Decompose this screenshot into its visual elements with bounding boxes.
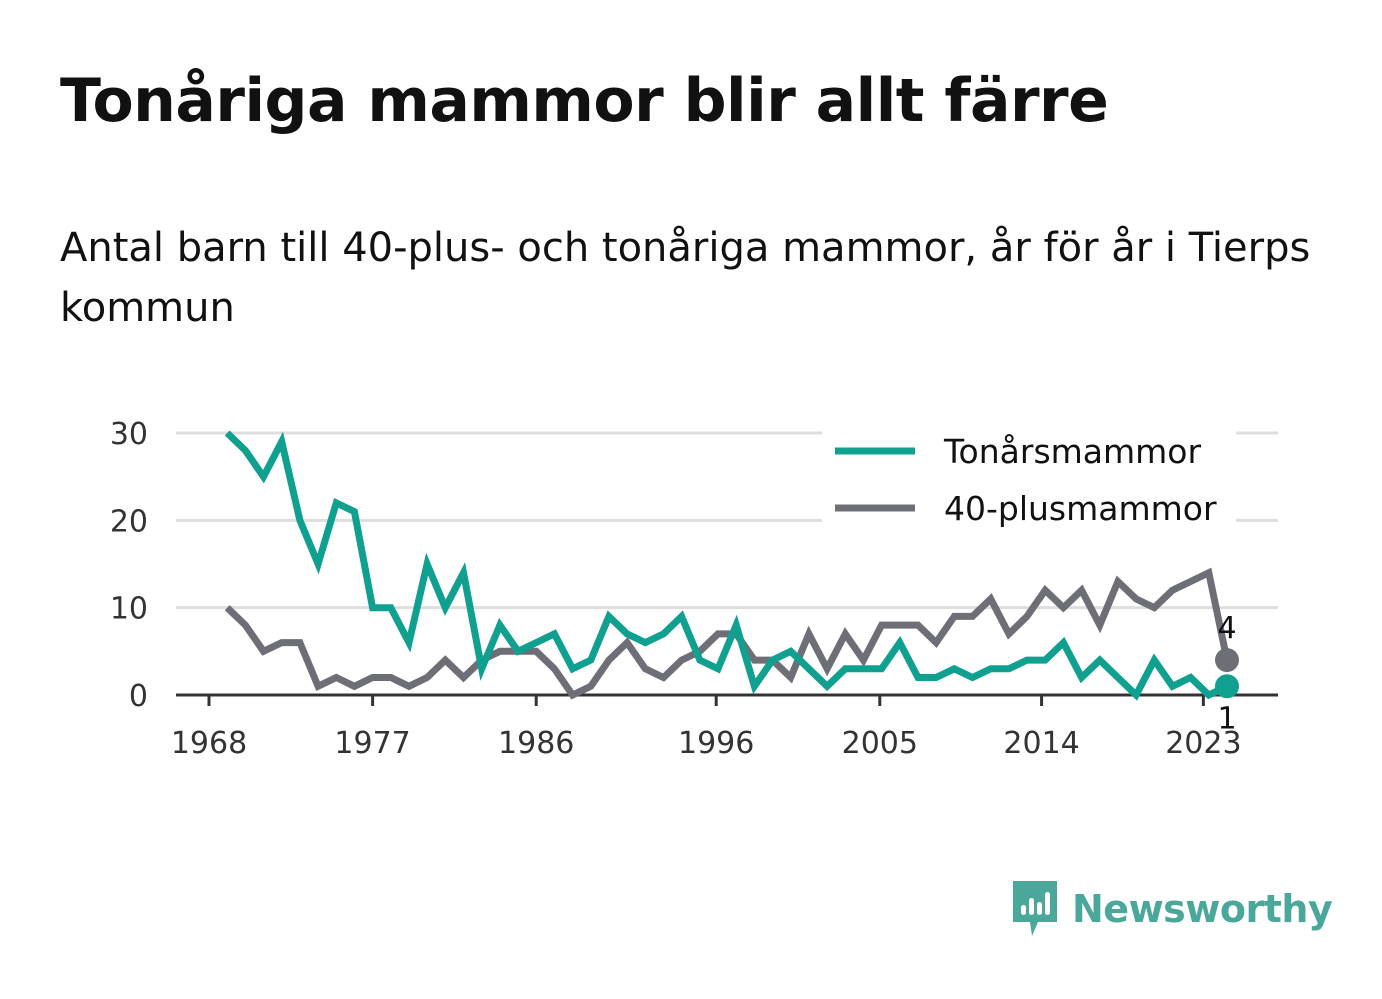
chart-subtitle: Antal barn till 40-plus- och tonåriga ma… [60, 225, 1311, 331]
x-tick-label: 2014 [1003, 726, 1079, 761]
end-value-label: 4 [1217, 611, 1236, 646]
y-tick-label: 30 [110, 417, 148, 452]
series-line-40-plusmammor [224, 567, 1231, 700]
newsworthy-logo-icon [1013, 881, 1057, 936]
newsworthy-logo: Newsworthy [1010, 878, 1333, 940]
y-tick-label: 20 [110, 504, 148, 539]
end-value-label: 1 [1217, 701, 1236, 736]
x-tick-label: 2005 [842, 726, 918, 761]
chart-title: Tonåriga mammor blir allt färre [60, 66, 1109, 136]
x-axis-ticks: 1968 1977 1986 1996 2005 2014 2023 [171, 695, 1242, 761]
brand-name: Newsworthy [1072, 887, 1333, 931]
end-point-marker [1215, 648, 1239, 673]
x-tick-label: 2023 [1165, 726, 1241, 761]
end-points: 41 [1215, 611, 1239, 736]
x-tick-label: 1977 [334, 726, 410, 761]
x-tick-label: 1996 [678, 726, 754, 761]
y-tick-label: 10 [110, 592, 148, 627]
legend: Tonårsmammor 40-plusmammor [822, 428, 1236, 550]
end-point-marker [1215, 674, 1239, 699]
y-tick-label: 0 [129, 679, 148, 714]
legend-label-40-plusmammor: 40-plusmammor [944, 489, 1217, 528]
line-chart: 0 10 20 30 1968 1977 1986 1996 2005 2014 2023 Ton… [110, 417, 1278, 761]
y-axis-ticks: 0 10 20 30 [110, 417, 148, 714]
x-tick-label: 1986 [498, 726, 574, 761]
series-lines [224, 430, 1231, 701]
series-line-tonarsmammor [224, 430, 1229, 701]
x-tick-label: 1968 [171, 726, 247, 761]
legend-label-tonarsmammor: Tonårsmammor [943, 432, 1201, 471]
